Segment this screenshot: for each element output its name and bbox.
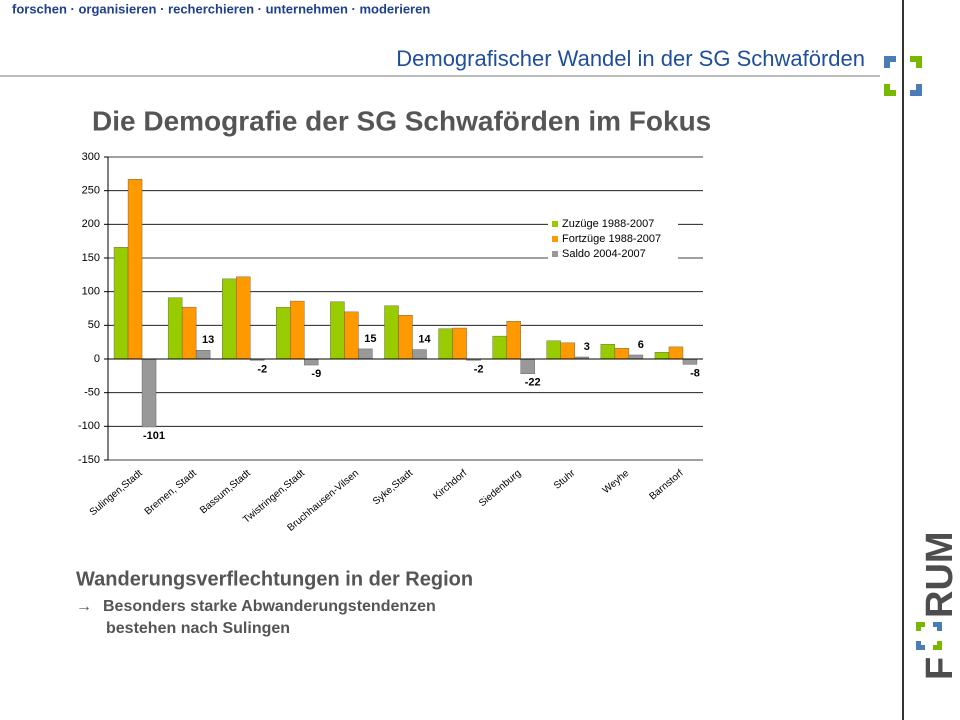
bar xyxy=(127,179,143,360)
bar xyxy=(304,358,319,366)
caption-line: Besonders starke Abwanderungstendenzen xyxy=(103,598,436,615)
data-label: -101 xyxy=(143,430,165,442)
data-label: -2 xyxy=(474,363,484,375)
bar xyxy=(654,352,670,360)
caption-arrow: → xyxy=(76,598,92,615)
bar xyxy=(330,301,345,360)
data-label: 13 xyxy=(202,334,214,346)
x-tick-label: Weyhe xyxy=(601,468,632,497)
y-tick-label: -50 xyxy=(84,387,100,399)
legend-entry: Fortzüge 1988-2007 xyxy=(552,233,661,245)
bar xyxy=(358,348,373,360)
caption-line: bestehen nach Sulingen xyxy=(106,620,290,637)
tagline: forschen · organisieren · recherchieren … xyxy=(12,1,430,16)
legend-label: Zuzüge 1988-2007 xyxy=(562,218,654,230)
bar xyxy=(560,342,575,360)
bar xyxy=(276,306,291,360)
bar xyxy=(682,358,698,365)
bar xyxy=(384,305,399,360)
logo-icon xyxy=(884,56,922,96)
x-tick-label: Bremen, Stadt xyxy=(143,468,199,518)
bar xyxy=(452,327,467,360)
data-label: -2 xyxy=(257,363,267,375)
logo-o xyxy=(916,622,942,650)
x-tick-label: Siedenburg xyxy=(477,468,523,509)
bar xyxy=(113,247,129,360)
x-tick-label: Syke,Stadt xyxy=(371,468,415,508)
legend-label: Fortzüge 1988-2007 xyxy=(562,233,661,245)
bar xyxy=(492,335,507,360)
bar xyxy=(344,311,359,360)
bar xyxy=(668,346,684,360)
y-tick-label: -150 xyxy=(78,454,100,466)
bar xyxy=(290,300,305,360)
data-label: 3 xyxy=(584,341,590,353)
caption-heading: Wanderungsverflechtungen in der Region xyxy=(76,568,473,590)
bar xyxy=(520,358,535,375)
bar xyxy=(181,306,197,360)
data-label: -22 xyxy=(525,377,541,389)
bar xyxy=(412,349,427,360)
logo-left: F xyxy=(919,657,960,680)
x-tick-label: Sulingen,Stadt xyxy=(88,468,145,518)
bar xyxy=(398,315,413,360)
bar xyxy=(141,358,157,428)
y-tick-label: -100 xyxy=(78,420,100,432)
y-tick-label: 100 xyxy=(82,286,100,298)
x-tick-label: Kirchdorf xyxy=(431,468,469,502)
bar xyxy=(195,350,211,360)
bar xyxy=(167,297,183,360)
bar xyxy=(222,278,237,360)
data-label: 15 xyxy=(364,333,376,345)
legend-swatch xyxy=(552,251,558,257)
data-label: 6 xyxy=(638,339,644,351)
legend-swatch xyxy=(552,221,558,227)
y-tick-label: 250 xyxy=(82,185,100,197)
bar xyxy=(236,276,251,360)
bar xyxy=(506,321,521,360)
bar xyxy=(600,343,616,360)
legend-entry: Saldo 2004-2007 xyxy=(552,248,646,260)
y-tick-label: 0 xyxy=(94,353,100,365)
subtitle: Demografischer Wandel in der SG Schwaför… xyxy=(396,46,865,71)
data-label: -8 xyxy=(690,367,700,379)
logo-right: RUM xyxy=(919,531,960,618)
y-tick-label: 200 xyxy=(82,218,100,230)
chart-title: Die Demografie der SG Schwaförden im Fok… xyxy=(92,105,711,136)
x-tick-label: Stuhr xyxy=(552,467,578,491)
y-tick-label: 150 xyxy=(82,252,100,264)
legend-box xyxy=(548,216,678,263)
x-tick-label: Barnstorf xyxy=(647,468,685,503)
logo-text: F RUM xyxy=(916,531,960,680)
legend-entry: Zuzüge 1988-2007 xyxy=(552,218,654,230)
data-label: -9 xyxy=(311,368,321,380)
x-tick-label: Bassum,Stadt xyxy=(198,468,253,517)
y-tick-label: 300 xyxy=(82,151,100,163)
bar xyxy=(628,354,644,360)
legend-swatch xyxy=(552,236,558,242)
bar xyxy=(546,340,561,360)
data-label: 14 xyxy=(418,333,431,345)
bar xyxy=(438,328,453,360)
bar xyxy=(614,348,630,360)
y-tick-label: 50 xyxy=(88,319,100,331)
legend-label: Saldo 2004-2007 xyxy=(562,248,646,260)
